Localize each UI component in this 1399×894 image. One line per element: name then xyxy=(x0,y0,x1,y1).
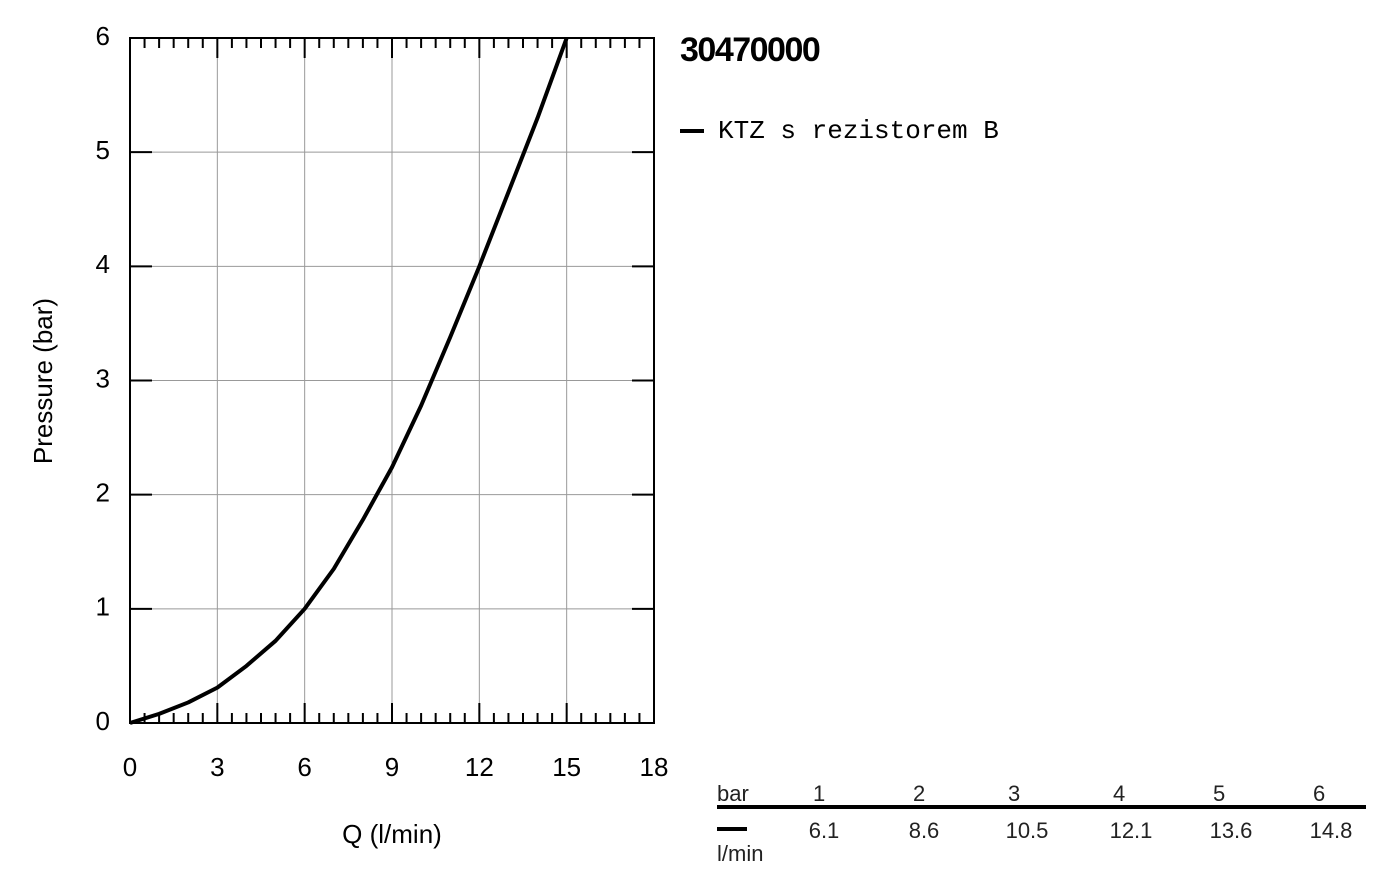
data-line xyxy=(129,37,569,725)
table-value: 8.6 xyxy=(909,818,940,843)
table-value: 6.1 xyxy=(809,818,840,843)
x-tick-label: 3 xyxy=(210,752,224,782)
table-header: bar xyxy=(717,781,749,806)
y-tick-label: 4 xyxy=(96,249,110,279)
table-value: 13.6 xyxy=(1210,818,1253,843)
y-tick-label: 6 xyxy=(96,21,110,51)
chart-title: 30470000 xyxy=(680,31,820,69)
x-tick-label: 6 xyxy=(297,752,311,782)
table-value: 10.5 xyxy=(1006,818,1049,843)
x-tick-label: 0 xyxy=(123,752,137,782)
table-column: 3 xyxy=(1008,781,1020,806)
table-column: 5 xyxy=(1213,781,1225,806)
y-tick-label: 1 xyxy=(96,592,110,622)
table-column: 1 xyxy=(813,781,825,806)
y-tick-label: 5 xyxy=(96,135,110,165)
table-unit: l/min xyxy=(717,841,763,866)
table-column: 6 xyxy=(1313,781,1325,806)
table-column: 4 xyxy=(1113,781,1125,806)
x-tick-label: 12 xyxy=(465,752,494,782)
y-tick-label: 2 xyxy=(96,478,110,508)
x-tick-label: 9 xyxy=(385,752,399,782)
y-axis-label: Pressure (bar) xyxy=(28,298,58,464)
legend-label: KTZ s rezistorem B xyxy=(718,116,999,146)
x-axis-label: Q (l/min) xyxy=(342,819,442,849)
y-tick-label: 3 xyxy=(96,363,110,393)
table-value: 14.8 xyxy=(1310,818,1353,843)
plot-frame xyxy=(129,37,655,724)
table-value: 12.1 xyxy=(1110,818,1153,843)
x-tick-label: 15 xyxy=(552,752,581,782)
table-column: 2 xyxy=(913,781,925,806)
x-tick-label: 18 xyxy=(640,752,669,782)
y-tick-label: 0 xyxy=(96,706,110,736)
